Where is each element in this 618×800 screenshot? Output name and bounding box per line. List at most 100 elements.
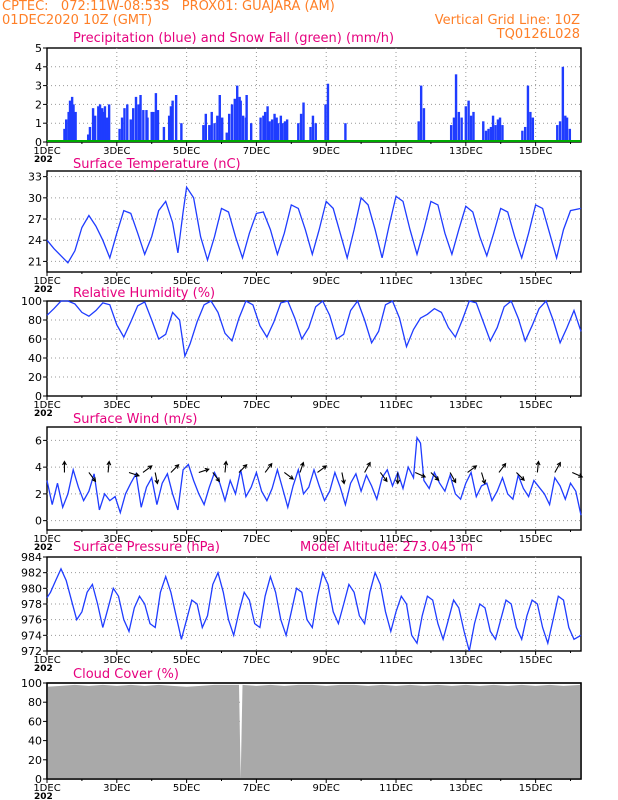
precip-bar <box>103 106 107 142</box>
cloud-ytick-label: 20 <box>28 754 42 767</box>
precip-bar <box>221 117 224 142</box>
precip-bar <box>225 132 228 142</box>
wind-direction-arrow <box>395 472 401 485</box>
precip-bar <box>556 125 559 142</box>
wind-xtick-label: 5DEC <box>173 534 200 545</box>
precip-bar <box>137 104 140 142</box>
precip-bar <box>283 121 287 142</box>
temp-xtick-label: 9DEC <box>313 276 340 287</box>
cloud-plot-frame-top <box>46 682 582 780</box>
pres-ytick-label: 982 <box>21 567 42 580</box>
precip-bar <box>227 113 231 142</box>
pres-xtick-label: 5DEC <box>173 655 200 666</box>
precip-bar <box>422 108 426 142</box>
pres-ytick-label: 978 <box>21 598 42 611</box>
cloud-xtick-label: 7DEC <box>243 783 270 794</box>
wind-direction-arrow <box>223 460 229 473</box>
temp-plot-frame <box>46 170 582 273</box>
precip-bar <box>419 85 423 142</box>
precip-bar <box>302 102 305 142</box>
precip-bar <box>210 111 213 142</box>
wind-direction-arrow <box>430 472 440 481</box>
rh-title: Relative Humidity (%) <box>73 286 215 301</box>
wind-xtick-label: 1DEC <box>33 534 60 545</box>
wind-direction-arrow <box>364 461 371 473</box>
pres-xtick-label: 15DEC <box>519 655 553 666</box>
precip-bar <box>139 95 142 142</box>
precip-bar <box>230 104 234 142</box>
precip-bar <box>63 128 66 142</box>
precip-bar <box>276 123 280 142</box>
precip-bar <box>93 115 97 142</box>
temp-xtick-label: 3DEC <box>103 276 130 287</box>
precip-xtick-label: 7DEC <box>243 146 270 157</box>
precip-bar <box>482 121 485 142</box>
precip-bar <box>565 117 569 142</box>
wind-xtick-label: 15DEC <box>519 534 553 545</box>
wind-direction-arrow <box>212 472 221 483</box>
precip-bar <box>167 115 171 142</box>
precip-bar <box>216 115 219 142</box>
wind-ytick-label: 0 <box>35 515 42 528</box>
precip-bar <box>489 126 493 142</box>
temp-xtick-label: 7DEC <box>243 276 270 287</box>
cloud-xtick-label: 13DEC <box>449 783 483 794</box>
precip-xtick-label: 11DEC <box>379 146 413 157</box>
wind-direction-arrow <box>379 472 388 483</box>
rh-ytick-label: 100 <box>21 295 42 308</box>
rh-xtick-label: 9DEC <box>313 400 340 411</box>
pres-xtick-label: 1DEC <box>33 655 60 666</box>
precip-ytick-label: 1 <box>35 117 42 130</box>
wind-xtick-label: 13DEC <box>449 534 483 545</box>
wind-direction-arrow <box>299 461 305 473</box>
precip-bar <box>568 128 572 142</box>
wind-direction-arrow <box>154 472 160 485</box>
temp-xtick-label: 5DEC <box>173 276 200 287</box>
temp-xtick-label: 13DEC <box>449 276 483 287</box>
precip-xtick-label: 9DEC <box>313 146 340 157</box>
precip-bar <box>454 74 458 142</box>
precip-bar <box>98 104 102 142</box>
pres-ytick-label: 974 <box>21 629 42 642</box>
grid-line-note: Vertical Grid Line: 10Z <box>434 13 580 28</box>
precip-ytick-label: 2 <box>35 98 42 111</box>
precip-bar <box>484 130 488 142</box>
model-code: TQ0126L028 <box>496 27 580 42</box>
precip-bar <box>279 115 283 142</box>
rh-xtick-label: 3DEC <box>103 400 130 411</box>
precip-bar <box>142 110 145 142</box>
rh-xtick-label: 13DEC <box>449 400 483 411</box>
precip-bar <box>558 121 562 142</box>
station-header: CPTEC: 072:11W-08:53S PROX01: GUAJARA (A… <box>2 0 335 14</box>
precip-bar <box>263 111 267 142</box>
cloud-ytick-label: 60 <box>28 715 42 728</box>
cloud-xtick-label: 11DEC <box>379 783 413 794</box>
precip-bar <box>88 126 92 142</box>
precip-bar <box>213 123 216 142</box>
rh-ytick-label: 80 <box>28 314 42 327</box>
precip-bar <box>233 98 236 142</box>
precip-xtick-label: 13DEC <box>449 146 483 157</box>
wind-direction-arrow <box>198 467 210 474</box>
wind-direction-arrow <box>535 460 541 473</box>
precip-bar <box>132 108 135 142</box>
wind-direction-arrow <box>449 472 457 484</box>
cloud-xtick-label: 15DEC <box>519 783 553 794</box>
wind-direction-arrow <box>142 465 153 473</box>
wind-direction-arrow <box>467 465 478 473</box>
cloud-year-label: 202 <box>34 792 53 800</box>
precip-bar <box>531 117 535 142</box>
precip-bar <box>266 106 269 142</box>
wind-xtick-label: 7DEC <box>243 534 270 545</box>
cloud-ytick-label: 100 <box>21 677 42 690</box>
pres-title: Surface Pressure (hPa) <box>73 540 220 555</box>
precip-bar <box>70 96 74 142</box>
pres-annotation: Model Altitude: 273.045 m <box>300 540 473 555</box>
precip-bar <box>469 115 473 142</box>
pres-ytick-label: 984 <box>21 551 42 564</box>
precip-ytick-label: 3 <box>35 80 42 93</box>
date-header: 01DEC2020 10Z (GMT) <box>2 13 153 28</box>
precip-bar <box>472 111 475 142</box>
precip-bar <box>498 117 502 142</box>
